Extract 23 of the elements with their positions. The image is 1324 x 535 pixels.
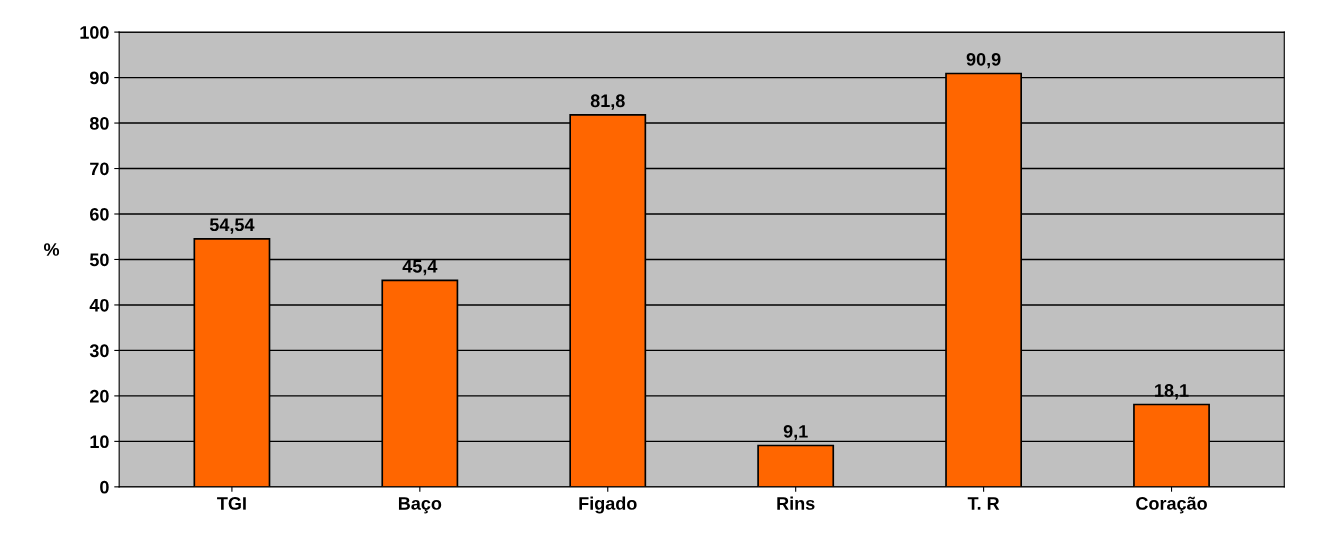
y-tick-label: 40 xyxy=(89,298,109,312)
y-tick-label: 30 xyxy=(89,344,109,358)
x-tick-label: Rins xyxy=(777,496,815,510)
y-tick-label: 80 xyxy=(89,116,109,130)
x-tick-label: TGI xyxy=(217,497,246,510)
data-label: 9,1 xyxy=(783,424,808,441)
y-tick-label: 0 xyxy=(100,480,109,494)
data-label: 54,54 xyxy=(209,218,255,234)
y-tick-label: 100 xyxy=(80,26,109,39)
y-tick-label: 50 xyxy=(89,253,109,267)
data-label: 81,8 xyxy=(590,94,625,110)
x-tick-label: Baço xyxy=(398,497,442,514)
y-tick-label: 20 xyxy=(89,389,109,403)
y-tick-label: 70 xyxy=(90,162,109,176)
data-label: 45,4 xyxy=(402,260,438,276)
y-axis-title: % xyxy=(43,243,60,256)
y-tick-label: 60 xyxy=(90,207,109,221)
data-label: 90,9 xyxy=(966,52,1001,69)
x-tick-label: Coração xyxy=(1136,496,1207,514)
x-tick-label: Figado xyxy=(579,496,637,514)
x-tick-label: T. R xyxy=(967,497,1000,510)
y-tick-label: 90 xyxy=(89,71,109,85)
y-tick-label: 10 xyxy=(90,435,109,449)
